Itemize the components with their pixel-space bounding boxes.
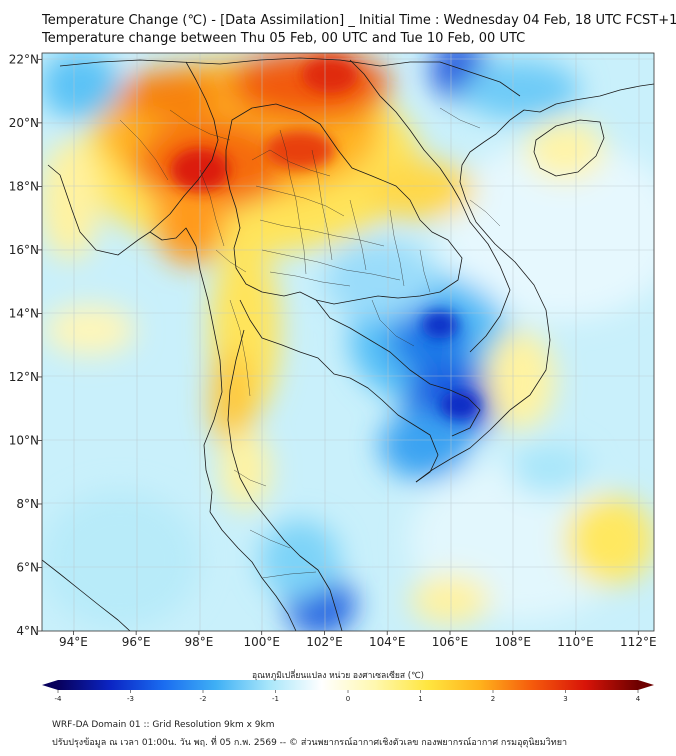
colorbar-tick-label: -3	[127, 695, 134, 703]
vietnam-coast	[415, 83, 654, 483]
thai-laos-border	[225, 103, 463, 305]
hainan-island	[533, 119, 605, 177]
colorbar-tick-label: -1	[272, 695, 279, 703]
lat-tick-label: 10°N	[9, 433, 39, 447]
laos-vietnam-border	[349, 59, 511, 353]
malay-peninsula-west	[209, 511, 297, 631]
lat-tick-label: 22°N	[9, 52, 39, 66]
map-title-line1: Temperature Change (℃) - [Data Assimilat…	[42, 13, 676, 28]
temperature-field	[42, 53, 654, 631]
province-borders	[119, 107, 501, 579]
colorbar-tick-label: -2	[200, 695, 207, 703]
lon-tick-label: 98°E	[184, 635, 213, 649]
colorbar-ticks: -4 -3 -2 -1 0 1 2 3 4	[55, 690, 641, 703]
colorbar	[58, 680, 638, 690]
map-frame	[41, 52, 655, 632]
colorbar-tick-label: 4	[636, 695, 641, 703]
china-border	[59, 57, 521, 97]
peninsula-east	[227, 329, 343, 631]
lat-tick-label: 14°N	[9, 306, 39, 320]
footer-model-info: WRF-DA Domain 01 :: Grid Resolution 9km …	[52, 720, 275, 730]
lon-tick-label: 108°E	[495, 635, 532, 649]
lat-tick-label: 18°N	[9, 179, 39, 193]
colorbar-tick-label: -4	[55, 695, 63, 703]
colorbar-min-arrow	[42, 680, 58, 690]
lat-tick-label: 8°N	[16, 497, 39, 511]
thai-gulf-coast	[239, 299, 439, 483]
axis-labels: 94°E 96°E 98°E 100°E 102°E 104°E 106°E 108°E 110…	[9, 52, 657, 649]
footer-credits: ปรับปรุงข้อมูล ณ เวลา 01:00น. วัน พฤ. ที…	[52, 738, 568, 748]
colorbar-tick-label: 1	[418, 695, 422, 703]
sumatra-coast	[42, 559, 131, 631]
lat-tick-label: 4°N	[16, 624, 39, 638]
lat-tick-label: 16°N	[9, 243, 39, 257]
cambodia-border	[315, 299, 481, 437]
lon-tick-label: 96°E	[122, 635, 151, 649]
lon-tick-label: 112°E	[620, 635, 657, 649]
colorbar-max-arrow	[638, 680, 654, 690]
myanmar-coast	[47, 164, 223, 513]
myanmar-thai-border	[149, 61, 219, 233]
lat-tick-label: 12°N	[9, 370, 39, 384]
map-title-line2: Temperature change between Thu 05 Feb, 0…	[42, 31, 526, 46]
colorbar-tick-label: 3	[563, 695, 567, 703]
lon-tick-label: 104°E	[369, 635, 406, 649]
lon-tick-label: 110°E	[557, 635, 594, 649]
lat-tick-label: 20°N	[9, 116, 39, 130]
colorbar-tick-label: 2	[491, 695, 495, 703]
coastlines-and-borders	[42, 57, 654, 631]
colorbar-tick-label: 0	[346, 695, 350, 703]
colorbar-caption: อุณหภูมิเปลี่ยนแปลง หน่วย องศาเซลเซียส (…	[252, 671, 424, 681]
lat-tick-label: 6°N	[16, 560, 39, 574]
lon-tick-label: 106°E	[432, 635, 469, 649]
lon-tick-label: 94°E	[59, 635, 88, 649]
lon-tick-label: 100°E	[243, 635, 280, 649]
lon-tick-label: 102°E	[306, 635, 343, 649]
graticule	[42, 53, 654, 631]
